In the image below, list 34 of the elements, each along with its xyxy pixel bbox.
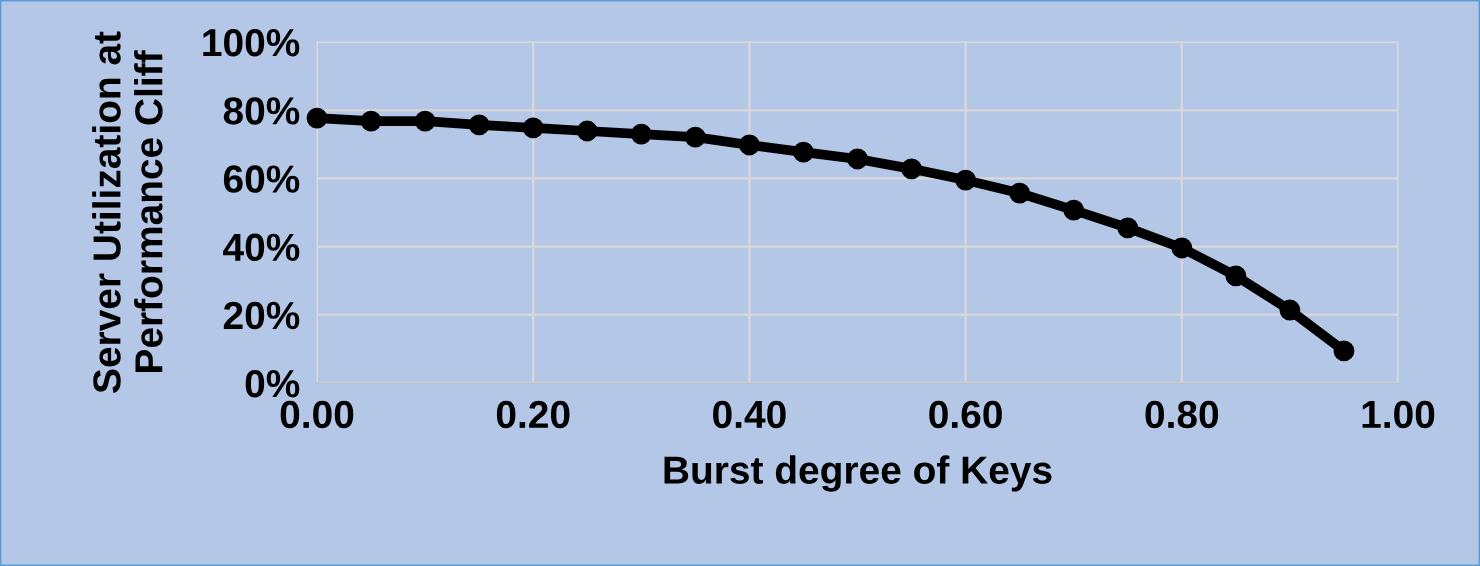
- point: [1063, 199, 1085, 221]
- point: [1225, 265, 1247, 287]
- x-tick-label: 1.00: [1362, 400, 1435, 429]
- y-tick-label: 40%: [223, 233, 300, 262]
- point: [360, 110, 382, 132]
- point: [955, 169, 977, 191]
- point: [684, 126, 706, 148]
- x-axis-title: Burst degree of Keys: [664, 455, 1052, 492]
- x-tick-label: 0.20: [496, 400, 570, 429]
- y-tick-label: 100%: [203, 28, 300, 57]
- x-tick-label: 0.00: [280, 400, 354, 429]
- point: [1333, 340, 1355, 362]
- point: [468, 114, 490, 136]
- x-tick-label: 0.80: [1145, 400, 1219, 429]
- y-tick-label: 80%: [223, 97, 300, 125]
- x-tick-label: 0.60: [929, 400, 1002, 429]
- point: [1171, 237, 1193, 259]
- y-tick-label: 60%: [223, 165, 300, 193]
- y-tick-label: 20%: [223, 301, 300, 330]
- point: [847, 148, 868, 170]
- x-tick-label: 0.40: [713, 400, 786, 429]
- point: [414, 110, 436, 132]
- point: [738, 134, 760, 156]
- point: [793, 141, 814, 163]
- y-tick-label: 0%: [245, 369, 300, 398]
- y-axis-title: Server Utilization at Performance Cliff: [92, 31, 163, 393]
- point: [1117, 217, 1139, 239]
- point: [522, 117, 544, 139]
- point: [576, 120, 598, 142]
- point: [306, 107, 328, 129]
- point: [1009, 182, 1031, 204]
- point: [901, 158, 922, 180]
- point: [1279, 299, 1301, 321]
- point: [630, 123, 652, 145]
